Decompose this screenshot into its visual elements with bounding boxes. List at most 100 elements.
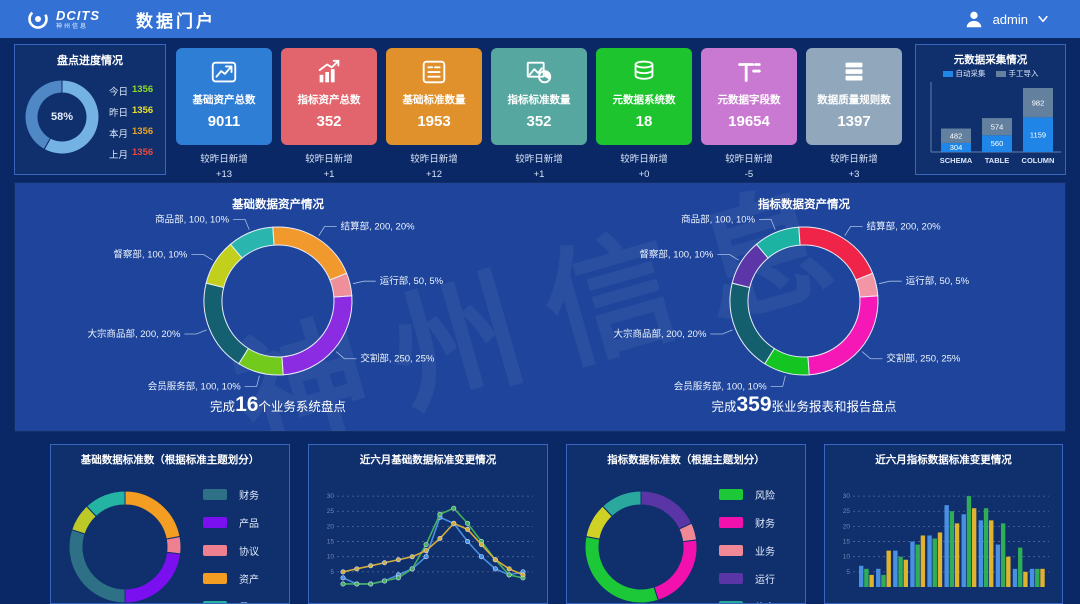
legend-item[interactable]: 财务 — [719, 515, 775, 530]
asset-overview-panel: 神州信息 基础数据资产情况 商品部, 100, 10% 结算部, 200, 20%… — [14, 182, 1066, 432]
metadata-collection-panel: 元数据采集情况 自动采集 手工导入 304 482 SCHEMA 560 574 TABLE… — [915, 44, 1066, 175]
brand-name: DCITS — [56, 7, 100, 23]
indicator-standard-change-bar-chart[interactable]: 5 10 15 20 25 30 — [833, 475, 1055, 604]
svg-text:会员服务部, 100, 10%: 会员服务部, 100, 10% — [148, 380, 241, 391]
indicator-asset-donut[interactable]: 商品部, 100, 10% 结算部, 200, 20% 运行部, 50, 5% 交割部… — [569, 211, 1039, 391]
legend-swatch — [942, 70, 953, 77]
stat-label: 本月 — [109, 129, 129, 140]
kpi-card-column: 指标资产总数 352 较昨日新增 +1 — [281, 48, 377, 182]
dcits-logo-icon — [28, 9, 48, 29]
legend-swatch — [719, 517, 743, 528]
list-icon — [422, 60, 446, 84]
kpi-card[interactable]: 指标资产总数 352 — [281, 48, 377, 145]
svg-text:482: 482 — [950, 131, 963, 140]
kpi-card-column: 基础标准数量 1953 较昨日新增 +12 — [386, 48, 482, 182]
kpi-delta: 较昨日新增 +12 — [410, 154, 458, 180]
svg-text:TABLE: TABLE — [985, 156, 1009, 165]
indicator-asset-chart-title: 指标数据资产情况 — [758, 199, 850, 211]
kpi-delta: 较昨日新增 -5 — [725, 154, 773, 180]
basic-asset-donut[interactable]: 商品部, 100, 10% 结算部, 200, 20% 运行部, 50, 5% 交割部… — [43, 211, 513, 391]
basic-asset-chart-title: 基础数据资产情况 — [232, 199, 324, 211]
legend-swatch — [995, 70, 1006, 77]
legend-item[interactable]: 财务 — [203, 487, 259, 502]
legend-item[interactable]: 运行 — [719, 571, 775, 586]
svg-text:982: 982 — [1032, 98, 1045, 107]
legend-swatch — [203, 489, 227, 500]
legend-label: 风险 — [755, 491, 775, 502]
kpi-delta: 较昨日新增 +3 — [830, 154, 878, 180]
stat-label: 昨日 — [109, 108, 129, 119]
inventory-progress-donut[interactable] — [20, 75, 104, 159]
svg-text:25: 25 — [843, 508, 851, 515]
chevron-down-icon — [1038, 15, 1048, 23]
kpi-card[interactable]: 元数据系统数 18 — [596, 48, 692, 145]
legend-item[interactable]: 信息 — [719, 599, 775, 603]
basic-standard-count-panel: 基础数据标准数（根据标准主题划分） 财务产品协议资产员工 — [50, 444, 290, 604]
kpi-card[interactable]: 指标标准数量 352 — [491, 48, 587, 145]
kpi-card[interactable]: 基础标准数量 1953 — [386, 48, 482, 145]
metadata-legend-item[interactable]: 手工导入 — [995, 68, 1039, 79]
svg-text:交割部, 250, 25%: 交割部, 250, 25% — [886, 353, 960, 365]
indicator-standard-donut[interactable] — [575, 475, 707, 604]
kpi-value: 1397 — [837, 113, 871, 130]
legend-item[interactable]: 业务 — [719, 543, 775, 558]
indicator-asset-caption: 完成359张业务报表和报告盘点 — [541, 393, 1065, 417]
svg-text:运行部, 50, 5%: 运行部, 50, 5% — [906, 275, 970, 287]
kpi-value: 18 — [635, 113, 653, 130]
legend-item[interactable]: 风险 — [719, 487, 775, 502]
basic-asset-chart: 基础数据资产情况 商品部, 100, 10% 结算部, 200, 20% 运行部, … — [15, 183, 541, 431]
legend-swatch — [203, 517, 227, 528]
legend-item[interactable]: 员工 — [203, 599, 259, 603]
basic-asset-caption: 完成16个业务系统盘点 — [15, 393, 541, 417]
kpi-card-column: 元数据系统数 18 较昨日新增 +0 — [596, 48, 692, 182]
legend-label: 自动采集 — [955, 69, 986, 78]
user-icon — [966, 11, 981, 28]
svg-text:15: 15 — [327, 539, 335, 546]
indicator-standard-count-panel: 指标数据标准数（根据主题划分） 风险财务业务运行信息 — [566, 444, 806, 604]
indicator-standard-change-title: 近六月指标数据标准变更情况 — [875, 454, 1012, 466]
kpi-cards-row: 基础资产总数 9011 较昨日新增 +13 指标资产总数 352 较昨日新增 +1 基础标准数量… — [176, 48, 902, 182]
database-icon — [634, 60, 654, 80]
svg-text:结算部, 200, 20%: 结算部, 200, 20% — [341, 220, 415, 232]
svg-text:大宗商品部, 200, 20%: 大宗商品部, 200, 20% — [613, 328, 706, 340]
caption-suffix: 张业务报表和报告盘点 — [771, 400, 897, 414]
brand-logo[interactable]: DCITS 神州信息 — [26, 7, 100, 31]
basic-standard-change-line-chart[interactable]: 5 10 15 20 25 30 — [317, 475, 539, 604]
legend-swatch — [719, 489, 743, 500]
inventory-progress-panel: 盘点进度情况 58% 今日 1356 昨日 1356 本月 1356 上月 1356 — [14, 44, 166, 175]
indicator-asset-chart: 指标数据资产情况 商品部, 100, 10% 结算部, 200, 20% 运行部, … — [541, 183, 1065, 431]
indicator-standard-change-panel: 近六月指标数据标准变更情况 5 10 15 20 25 30 — [824, 444, 1063, 604]
caption-prefix: 完成 — [210, 400, 236, 414]
kpi-card[interactable]: 基础资产总数 9011 — [176, 48, 272, 145]
kpi-label: 基础资产总数 — [192, 94, 256, 106]
kpi-card[interactable]: 元数据字段数 19654 — [701, 48, 797, 145]
svg-text:运行部, 50, 5%: 运行部, 50, 5% — [380, 275, 444, 287]
svg-text:5: 5 — [330, 569, 334, 576]
kpi-card[interactable]: 数据质量规则数 1397 — [806, 48, 902, 145]
caption-number: 16 — [235, 393, 259, 416]
legend-item[interactable]: 协议 — [203, 543, 259, 558]
kpi-label: 指标资产总数 — [297, 94, 361, 106]
indicator-standard-legend: 风险财务业务运行信息 — [719, 487, 775, 603]
legend-item[interactable]: 产品 — [203, 515, 259, 530]
kpi-card-column: 元数据字段数 19654 较昨日新增 -5 — [701, 48, 797, 182]
svg-text:20: 20 — [327, 523, 335, 530]
brand-subtitle: 神州信息 — [56, 23, 89, 30]
svg-text:20: 20 — [843, 523, 851, 530]
kpi-label: 元数据字段数 — [717, 94, 781, 106]
svg-text:30: 30 — [843, 493, 851, 500]
legend-item[interactable]: 资产 — [203, 571, 259, 586]
svg-text:COLUMN: COLUMN — [1022, 156, 1055, 165]
svg-text:结算部, 200, 20%: 结算部, 200, 20% — [867, 220, 941, 232]
metadata-stacked-bar-chart[interactable]: 304 482 SCHEMA 560 574 TABLE 1159 982 COLUMN — [919, 78, 1064, 176]
svg-text:10: 10 — [327, 554, 335, 561]
user-menu[interactable]: admin — [963, 8, 1050, 30]
basic-standard-donut[interactable] — [59, 475, 191, 604]
kpi-delta: 较昨日新增 +13 — [200, 154, 248, 180]
metadata-legend-item[interactable]: 自动采集 — [942, 68, 986, 79]
inventory-progress-title: 盘点进度情况 — [57, 55, 123, 67]
stat-value: 1356 — [132, 126, 154, 137]
legend-label: 产品 — [239, 519, 259, 530]
svg-text:商品部, 100, 10%: 商品部, 100, 10% — [155, 213, 229, 225]
stat-value: 1356 — [132, 147, 154, 158]
